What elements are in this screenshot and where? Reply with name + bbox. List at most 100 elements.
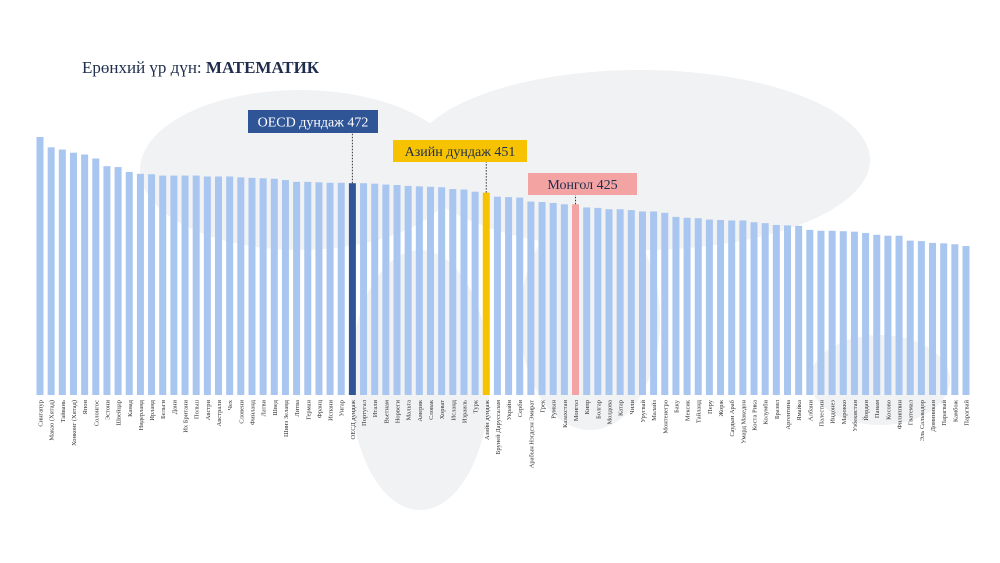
x-tick-label: Болгар — [595, 400, 602, 419]
x-tick-label: Унгар — [339, 400, 346, 416]
bar — [404, 185, 412, 395]
x-tick-label: Бруней Даруссалам — [495, 400, 502, 454]
x-tick-label: Малайз — [651, 400, 658, 421]
bar — [114, 167, 122, 395]
x-tick-label: Индонез — [830, 400, 837, 424]
title: Ерөнхий үр дүн: — [82, 58, 202, 77]
x-tick-label: Грек — [540, 399, 547, 412]
x-tick-label: Палестин — [818, 399, 825, 426]
bar — [181, 175, 189, 395]
bar — [136, 173, 144, 395]
bar — [382, 184, 390, 395]
x-tick-label: Чех — [227, 399, 234, 410]
bar — [215, 176, 223, 395]
bar — [750, 222, 758, 395]
bar — [315, 182, 323, 395]
bar — [940, 243, 948, 395]
x-tick-label: Португал — [361, 399, 368, 426]
bar — [962, 246, 970, 395]
x-tick-label: Шинэ Зеланд — [283, 399, 290, 437]
bar — [337, 182, 345, 395]
x-tick-label: Баку — [673, 399, 680, 413]
x-tick-label: Жорж — [718, 400, 725, 417]
x-tick-label: Украйн — [506, 399, 513, 420]
bar — [81, 154, 89, 395]
x-tick-label: Парагвай — [964, 399, 971, 425]
x-tick-label: Вьетнам — [383, 400, 390, 424]
x-tick-label: Умард Македон — [740, 399, 747, 443]
bar — [895, 235, 903, 395]
x-tick-label: Серби — [517, 399, 524, 417]
x-tick-label: Кипр — [584, 400, 591, 415]
x-tick-label: Словени — [238, 399, 245, 423]
bar — [170, 175, 178, 395]
bar — [516, 197, 524, 395]
x-tick-label: Ирланд — [149, 399, 156, 420]
bar — [438, 187, 446, 395]
bar — [482, 192, 490, 395]
bar — [672, 216, 680, 395]
bar — [728, 220, 736, 395]
x-tick-label: Аргентина — [785, 400, 792, 430]
x-tick-label: Азийн дундаж — [484, 399, 491, 440]
x-tick-label: Узбекистан — [852, 399, 859, 431]
chart-title: Ерөнхий үр дүн: МАТЕМАТИК — [82, 58, 320, 77]
x-tick-label: Швейцар — [116, 400, 123, 426]
bar — [426, 186, 434, 395]
bar — [192, 175, 200, 395]
x-tick-label: Тайвань — [60, 400, 67, 423]
x-tick-label: Казахстан — [562, 399, 569, 427]
x-tick-label: Дани — [171, 399, 178, 414]
bar — [460, 189, 468, 395]
x-tick-label: Норвеги — [395, 399, 402, 423]
bar — [92, 158, 100, 395]
x-tick-label: Макао (Хятад) — [49, 400, 56, 441]
x-tick-label: Словак — [428, 399, 435, 420]
bar — [203, 176, 211, 395]
x-tick-label: Исланд — [450, 399, 457, 420]
bar — [493, 196, 501, 395]
bar — [906, 240, 914, 395]
x-tick-label: Литва — [294, 400, 301, 417]
x-tick-label: Чили — [629, 399, 636, 414]
x-tick-label: Монгол — [573, 399, 580, 421]
bar — [583, 207, 591, 395]
bar — [683, 217, 691, 395]
bar — [783, 225, 791, 395]
bar — [326, 182, 334, 395]
bar — [616, 209, 624, 395]
bar — [560, 204, 568, 395]
x-tick-label: Япон — [82, 399, 89, 414]
bar — [47, 147, 55, 395]
x-tick-label: Франц — [316, 399, 323, 418]
annotation-box — [528, 173, 637, 195]
bar — [237, 177, 245, 395]
bar — [884, 235, 892, 395]
x-tick-label: Польш — [194, 400, 201, 419]
x-tick-label: ОЕСД дундаж — [350, 400, 357, 440]
x-tick-label: Нидерланд — [138, 399, 145, 430]
x-tick-label: Филиппин — [897, 399, 904, 429]
x-tick-label: Йордан — [862, 399, 870, 420]
annotation-label: OECD дундаж 472 — [258, 116, 369, 131]
bar — [650, 211, 658, 395]
bar — [717, 220, 725, 395]
bar — [371, 183, 379, 395]
x-tick-label: Ямайка — [796, 400, 803, 421]
bar — [226, 176, 234, 395]
x-tick-label: Перу — [707, 399, 714, 414]
annotation-label: Монгол 425 — [547, 178, 617, 193]
x-tick-label: Катар — [618, 400, 625, 416]
bar — [449, 189, 457, 395]
bar — [594, 207, 602, 395]
x-tick-label: Румын — [551, 399, 558, 418]
x-tick-label: Арабын Нэгдсэн Эмират — [528, 400, 535, 468]
bar — [828, 230, 836, 395]
bar — [36, 136, 44, 395]
x-tick-label: Мексик — [685, 399, 692, 421]
bar — [393, 185, 401, 395]
x-tick-label: Австри — [205, 399, 212, 420]
bar — [694, 218, 702, 395]
x-tick-label: Коста Рика — [752, 400, 759, 431]
x-tick-label: Гватемал — [908, 399, 915, 425]
